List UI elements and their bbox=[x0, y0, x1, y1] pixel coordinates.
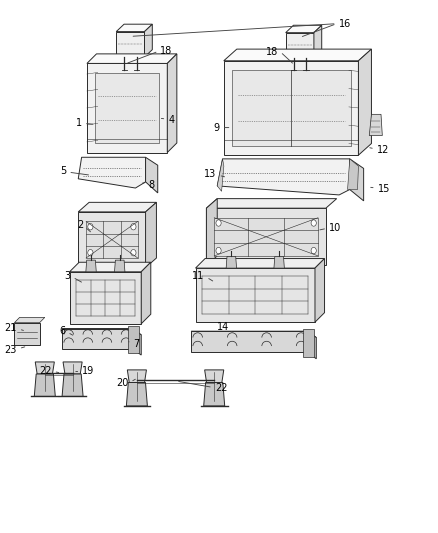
Circle shape bbox=[88, 223, 93, 230]
Polygon shape bbox=[286, 33, 314, 58]
Circle shape bbox=[131, 249, 136, 256]
Text: 3: 3 bbox=[65, 271, 71, 281]
Polygon shape bbox=[86, 260, 96, 272]
Circle shape bbox=[131, 223, 136, 230]
Polygon shape bbox=[95, 73, 159, 143]
Text: 11: 11 bbox=[192, 271, 205, 281]
Polygon shape bbox=[127, 383, 148, 406]
Text: 19: 19 bbox=[82, 367, 95, 376]
Text: 1: 1 bbox=[76, 118, 82, 128]
Text: 13: 13 bbox=[204, 169, 216, 179]
Text: 6: 6 bbox=[60, 326, 66, 336]
Polygon shape bbox=[114, 260, 125, 272]
Polygon shape bbox=[206, 199, 217, 265]
Polygon shape bbox=[133, 328, 141, 355]
Polygon shape bbox=[206, 208, 326, 265]
Text: 14: 14 bbox=[217, 322, 229, 333]
Polygon shape bbox=[116, 24, 152, 31]
Polygon shape bbox=[128, 326, 139, 353]
Polygon shape bbox=[62, 374, 83, 397]
Polygon shape bbox=[226, 256, 237, 268]
Text: 7: 7 bbox=[134, 339, 140, 349]
Polygon shape bbox=[167, 54, 177, 152]
Circle shape bbox=[311, 220, 316, 226]
Polygon shape bbox=[145, 24, 152, 57]
Circle shape bbox=[311, 247, 316, 254]
Text: 5: 5 bbox=[60, 166, 67, 176]
Polygon shape bbox=[286, 25, 322, 33]
Polygon shape bbox=[63, 362, 82, 374]
Polygon shape bbox=[217, 159, 224, 191]
Polygon shape bbox=[314, 25, 322, 58]
Text: 10: 10 bbox=[329, 223, 341, 233]
Polygon shape bbox=[204, 383, 225, 406]
Polygon shape bbox=[34, 374, 55, 397]
Polygon shape bbox=[70, 262, 151, 272]
Polygon shape bbox=[14, 322, 39, 345]
Polygon shape bbox=[369, 114, 382, 135]
Polygon shape bbox=[307, 331, 316, 359]
Polygon shape bbox=[195, 259, 325, 268]
Circle shape bbox=[216, 220, 221, 226]
Polygon shape bbox=[232, 70, 350, 146]
Text: 16: 16 bbox=[339, 19, 351, 29]
Polygon shape bbox=[141, 262, 151, 324]
Text: 22: 22 bbox=[215, 383, 228, 393]
Text: 15: 15 bbox=[378, 184, 390, 194]
Text: 18: 18 bbox=[159, 46, 172, 56]
Polygon shape bbox=[224, 49, 371, 61]
Polygon shape bbox=[274, 256, 284, 268]
Circle shape bbox=[88, 249, 93, 256]
Polygon shape bbox=[315, 259, 325, 322]
Polygon shape bbox=[78, 157, 145, 188]
Polygon shape bbox=[14, 317, 45, 322]
Polygon shape bbox=[303, 328, 314, 357]
Text: 20: 20 bbox=[116, 378, 129, 388]
Polygon shape bbox=[348, 159, 358, 190]
Text: 12: 12 bbox=[377, 145, 389, 155]
Polygon shape bbox=[78, 212, 145, 268]
Polygon shape bbox=[191, 331, 307, 352]
Polygon shape bbox=[205, 370, 224, 383]
Polygon shape bbox=[358, 49, 371, 155]
Polygon shape bbox=[191, 331, 316, 337]
Polygon shape bbox=[214, 217, 318, 256]
Polygon shape bbox=[145, 157, 158, 193]
Polygon shape bbox=[116, 31, 145, 57]
Polygon shape bbox=[145, 203, 156, 268]
Text: 2: 2 bbox=[77, 220, 83, 230]
Text: 23: 23 bbox=[5, 345, 17, 355]
Text: 9: 9 bbox=[213, 123, 219, 133]
Text: 4: 4 bbox=[168, 115, 174, 125]
Polygon shape bbox=[35, 362, 54, 374]
Polygon shape bbox=[87, 63, 167, 152]
Text: 22: 22 bbox=[39, 367, 52, 376]
Polygon shape bbox=[87, 54, 177, 63]
Polygon shape bbox=[127, 370, 146, 383]
Polygon shape bbox=[350, 159, 364, 201]
Polygon shape bbox=[195, 268, 315, 322]
Polygon shape bbox=[86, 221, 138, 258]
Polygon shape bbox=[62, 328, 133, 349]
Polygon shape bbox=[217, 159, 350, 195]
Polygon shape bbox=[224, 61, 358, 155]
Polygon shape bbox=[206, 199, 337, 208]
Text: 8: 8 bbox=[148, 180, 154, 190]
Polygon shape bbox=[78, 203, 156, 212]
Text: 18: 18 bbox=[266, 47, 278, 56]
Circle shape bbox=[216, 247, 221, 254]
Polygon shape bbox=[62, 328, 141, 335]
Polygon shape bbox=[70, 272, 141, 324]
Text: 21: 21 bbox=[5, 323, 17, 333]
